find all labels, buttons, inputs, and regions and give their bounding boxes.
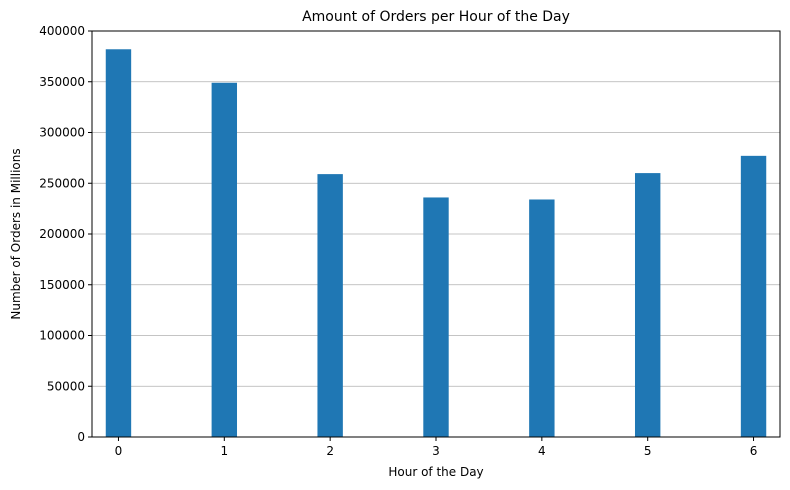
y-tick-label: 200000 xyxy=(39,227,85,241)
bar-hour-3 xyxy=(423,197,449,437)
bar-hour-1 xyxy=(211,82,238,437)
x-axis-label: Hour of the Day xyxy=(388,465,483,479)
x-tick-label: 4 xyxy=(538,444,546,458)
x-tick-label: 3 xyxy=(432,444,440,458)
y-tick-label: 50000 xyxy=(47,379,85,393)
y-tick-label: 0 xyxy=(77,430,85,444)
bar-hour-2 xyxy=(317,174,343,438)
y-axis-label: Number of Orders in Millions xyxy=(9,148,23,319)
bars xyxy=(105,49,767,438)
y-tick-label: 150000 xyxy=(39,278,85,292)
y-axis-ticks: 0 50000 100000 150000 200000 250000 300000 3500… xyxy=(39,24,92,444)
y-tick-label: 400000 xyxy=(39,24,85,38)
x-tick-label: 2 xyxy=(326,444,334,458)
bar-hour-0 xyxy=(105,49,132,438)
y-tick-label: 300000 xyxy=(39,126,85,140)
x-tick-label: 0 xyxy=(115,444,123,458)
chart-title: Amount of Orders per Hour of the Day xyxy=(302,9,570,25)
x-tick-label: 1 xyxy=(220,444,228,458)
y-tick-label: 350000 xyxy=(39,75,85,89)
bar-hour-6 xyxy=(740,155,767,437)
x-axis-ticks: 0 1 2 3 4 5 6 xyxy=(115,437,758,458)
y-tick-label: 100000 xyxy=(39,329,85,343)
bar-hour-4 xyxy=(529,199,555,437)
bar-hour-5 xyxy=(634,173,661,437)
x-tick-label: 5 xyxy=(644,444,652,458)
y-tick-label: 250000 xyxy=(39,176,85,190)
x-tick-label: 6 xyxy=(750,444,758,458)
